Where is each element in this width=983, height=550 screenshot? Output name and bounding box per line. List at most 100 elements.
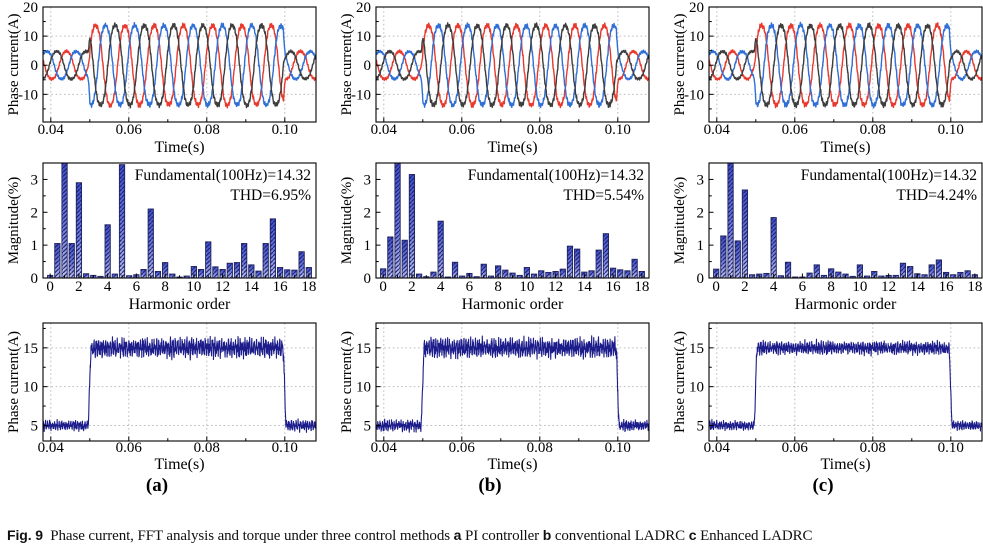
y-tick-label: 2	[31, 205, 39, 221]
fft-bar-h12.5	[892, 274, 899, 278]
fft-bar-hatch	[437, 221, 444, 278]
fft-bar-h6.5	[140, 269, 147, 278]
x-tick-label: 18	[634, 279, 649, 295]
plot-frame	[708, 6, 983, 123]
fft-bar-hatch	[473, 276, 480, 278]
fft-bar-hatch	[255, 271, 262, 278]
fft-bar-hatch	[191, 266, 197, 278]
fft-bar-h5.5	[126, 275, 133, 278]
x-tick-label: 0.10	[605, 122, 631, 138]
fft-bar-h8.5	[169, 273, 176, 278]
series-phase-C	[43, 22, 316, 109]
fft-bar-hatch	[574, 249, 580, 278]
y-tick-label: 0	[31, 271, 39, 287]
fft-bar-hatch	[459, 276, 465, 278]
y-tick-label: 0	[364, 58, 372, 74]
fft-bar-hatch	[936, 259, 942, 278]
x-axis-label: Time(s)	[154, 456, 204, 473]
fft-bar-h2	[741, 189, 749, 278]
plot-data	[709, 21, 982, 109]
fft-bar-hatch	[162, 262, 168, 278]
fft-bar-h8	[495, 265, 502, 278]
series-phase-A	[376, 22, 649, 109]
x-axis-label: Time(s)	[487, 139, 537, 156]
x-tick-label: 16	[273, 279, 289, 295]
plot-frame	[375, 322, 650, 442]
fft-bar-hatch	[806, 273, 813, 278]
fft-bar-h6.5	[806, 272, 813, 278]
fundamental-annotation: Fundamental(100Hz)=14.32	[135, 167, 311, 184]
fft-bar-h10.5	[530, 273, 538, 278]
x-tick-label: 12	[215, 279, 230, 295]
fft-bar-h10	[190, 266, 197, 278]
fft-bar-hatch	[624, 270, 631, 278]
tick-marks	[43, 327, 286, 441]
fft-bar-h1.5	[734, 240, 741, 278]
fft-bar-hatch	[538, 270, 544, 278]
y-tick-label: 10	[689, 29, 704, 45]
fft-bar-h15.5	[269, 218, 277, 278]
fft-bar-h7	[480, 263, 487, 278]
y-axis-label: Phase current(A)	[672, 331, 688, 433]
fft-bar-hatch	[241, 243, 247, 278]
y-tick-label: 0	[697, 58, 705, 74]
y-tick-label: 0	[697, 271, 705, 287]
x-tick-label: 0.10	[272, 440, 298, 456]
x-axis-label: Time(s)	[154, 139, 204, 156]
y-tick-label: 15	[23, 341, 38, 357]
tick-marks	[376, 6, 619, 122]
fft-bar-h7.5	[154, 270, 162, 278]
fft-bar-hatch	[126, 275, 132, 278]
x-tick-label: 0.06	[782, 122, 809, 138]
fft-bar-hatch	[69, 243, 75, 278]
fft-bar-h5	[451, 261, 459, 278]
fft-bar-hatch	[770, 217, 777, 278]
fft-bar-hatch	[119, 164, 125, 278]
x-tick-label: 8	[827, 279, 835, 295]
y-tick-label: 10	[356, 380, 371, 396]
subplot-phase-current-c: 0.04 0.06 0.08 0.10 -10 0 10 20 Time(s) Phase cur…	[672, 0, 983, 156]
fft-bar-hatch	[248, 264, 255, 278]
x-tick-label: 0.08	[527, 440, 553, 456]
series-phase-A	[43, 22, 316, 109]
thd-annotation: THD=6.95%	[230, 187, 311, 204]
fft-bar-hatch	[495, 265, 501, 278]
y-tick-label: 3	[31, 172, 39, 188]
plot-frame	[708, 322, 983, 442]
fft-bar-h15	[595, 249, 602, 278]
fft-bar-h14.5	[255, 270, 262, 278]
tick-marks	[709, 6, 952, 122]
fft-bar-hatch	[155, 271, 161, 278]
fft-bar-h11.5	[212, 266, 219, 278]
fft-bar-hatch	[394, 163, 401, 278]
x-tick-label: 18	[967, 279, 982, 295]
x-tick-label: 4	[437, 279, 445, 295]
fft-bar-hatch	[785, 262, 791, 278]
x-tick-label: 0.10	[938, 440, 964, 456]
x-tick-label: 2	[741, 279, 749, 295]
fft-bar-h15.5	[935, 259, 943, 278]
fft-bar-h3.5	[763, 272, 770, 278]
x-tick-label: 0.06	[449, 440, 476, 456]
fft-bar-hatch	[749, 274, 755, 278]
x-tick-label: 0.08	[860, 440, 886, 456]
panel-label-c: (c)	[812, 475, 833, 496]
series-phase-C	[709, 22, 982, 109]
plot-frame	[42, 322, 317, 442]
fft-bar-hatch	[720, 235, 727, 278]
x-tick-label: 4	[770, 279, 778, 295]
fft-bar-h10	[856, 264, 863, 278]
fft-bar-h4.5	[777, 275, 784, 278]
series-current-envelope	[43, 335, 316, 433]
x-tick-label: 0.10	[272, 122, 298, 138]
y-tick-label: 2	[364, 205, 372, 221]
fft-bar-h2.5	[748, 274, 756, 278]
fft-bar-h0.5	[387, 236, 394, 278]
y-tick-label: 1	[364, 238, 372, 254]
x-tick-label: 0.06	[449, 122, 476, 138]
fft-bar-hatch	[778, 275, 784, 278]
y-axis-label: Phase current(A)	[6, 331, 22, 433]
y-tick-label: 3	[697, 172, 705, 188]
x-tick-label: 0	[46, 279, 54, 295]
